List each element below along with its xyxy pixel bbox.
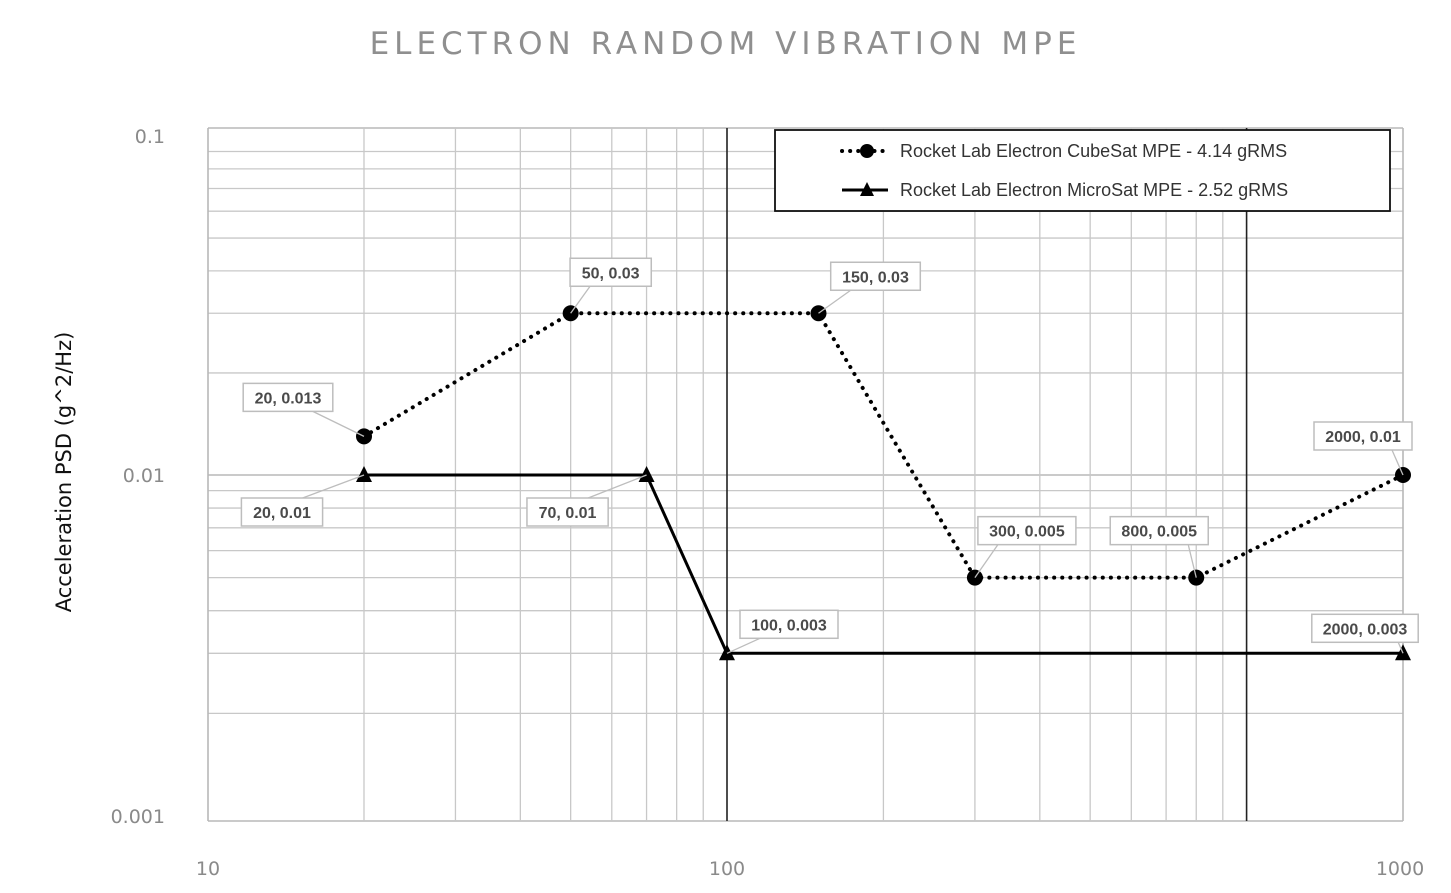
data-label-leader (1397, 642, 1404, 654)
data-label-box (829, 261, 922, 292)
data-label: 100, 0.003 (726, 609, 839, 654)
x-tick-label: 100 (709, 858, 745, 880)
y-tick-label: 0.1 (135, 126, 165, 148)
data-label: 800, 0.005 (1109, 515, 1209, 578)
y-tick-label: 0.001 (111, 806, 165, 828)
series (356, 305, 1411, 661)
data-label-box (1311, 613, 1419, 644)
data-label: 20, 0.013 (242, 382, 365, 437)
data-label: 2000, 0.01 (1313, 421, 1413, 476)
data-label-text: 2000, 0.003 (1323, 621, 1408, 638)
data-label: 300, 0.005 (974, 515, 1077, 579)
data-label-box (526, 497, 609, 527)
data-label-leader (1187, 544, 1197, 578)
data-label-text: 20, 0.01 (253, 505, 311, 522)
data-label-leader (818, 289, 852, 314)
data-label: 70, 0.01 (526, 474, 647, 527)
data-label-text: 50, 0.03 (582, 265, 640, 282)
data-label-leader (974, 544, 999, 579)
data-label-box (1313, 421, 1413, 451)
data-label-text: 150, 0.03 (842, 269, 909, 286)
data-label-text: 2000, 0.01 (1325, 429, 1401, 446)
series-point-triangle (638, 466, 655, 482)
data-label-box (1109, 515, 1209, 546)
data-label-leader (302, 474, 365, 499)
data-label-leader (570, 285, 591, 314)
x-tick-label: 10 (196, 858, 220, 880)
data-label: 50, 0.03 (569, 257, 653, 314)
data-label: 150, 0.03 (818, 261, 922, 314)
legend-entry-label: Rocket Lab Electron MicroSat MPE - 2.52 … (900, 180, 1288, 200)
x-tick-label: 1000 (1376, 858, 1424, 880)
legend-entry-label: Rocket Lab Electron CubeSat MPE - 4.14 g… (900, 141, 1287, 161)
data-label-text: 20, 0.013 (255, 390, 322, 407)
data-label: 20, 0.01 (240, 474, 365, 527)
data-label-box (569, 257, 653, 288)
legend-marker-circle (860, 144, 874, 158)
legend: Rocket Lab Electron CubeSat MPE - 4.14 g… (774, 129, 1391, 212)
y-axis-title: Acceleration PSD (g^2/Hz) (52, 332, 76, 613)
tick-labels: 10 100 1000 0.1 0.01 0.001 (111, 126, 1425, 880)
data-label-text: 800, 0.005 (1121, 524, 1197, 541)
series-point-triangle (719, 644, 735, 661)
y-tick-label: 0.01 (123, 465, 165, 487)
data-label-box (242, 382, 334, 413)
data-label-leader (726, 637, 761, 654)
data-label-leader (312, 410, 365, 437)
legend-box (774, 129, 1391, 212)
data-label-box (240, 497, 324, 527)
series-line-1 (362, 311, 1405, 580)
data-label-text: 100, 0.003 (751, 617, 827, 634)
data-label-box (977, 515, 1077, 546)
data-label-box (739, 609, 839, 640)
chart-title: ELECTRON RANDOM VIBRATION MPE (369, 26, 1082, 62)
data-label-text: 70, 0.01 (539, 505, 597, 522)
series-line-2 (364, 473, 1403, 655)
data-label-text: 300, 0.005 (989, 524, 1065, 541)
legend-marker-triangle (860, 182, 874, 196)
data-label-leader (1391, 449, 1404, 476)
data-label-leader (587, 474, 647, 499)
series-point-triangle (356, 466, 372, 482)
data-labels: 20, 0.013 50, 0.03 150, 0.03 300, 0.005 800,… (240, 257, 1419, 654)
data-label: 2000, 0.003 (1311, 613, 1419, 654)
